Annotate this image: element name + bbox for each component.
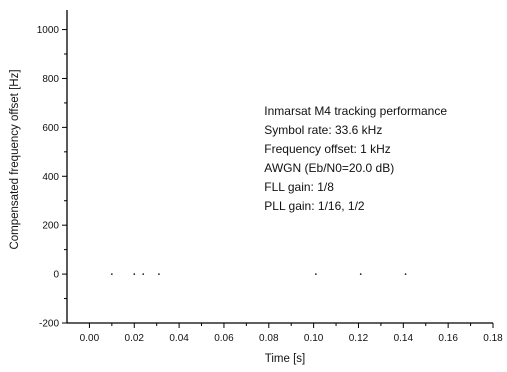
- y-tick-label: 400: [42, 172, 59, 183]
- y-tick-label: 800: [42, 74, 59, 85]
- y-tick-label: 1000: [37, 25, 60, 36]
- data-point: [142, 273, 145, 275]
- x-tick-label: 0.02: [125, 333, 145, 344]
- data-point: [404, 273, 407, 275]
- y-tick-label: 600: [42, 123, 59, 134]
- data-point: [133, 273, 136, 275]
- x-tick-label: 0.14: [394, 333, 414, 344]
- y-tick-label: 0: [53, 270, 59, 281]
- x-tick-label: 0.10: [304, 333, 324, 344]
- annotation-block: Inmarsat M4 tracking performance Symbol r…: [264, 104, 447, 213]
- x-axis-ticks: 0.00 0.02 0.04 0.06 0.08 0.10 0.12 0.14 0.16 0.18: [80, 323, 503, 344]
- y-tick-label: -200: [39, 319, 59, 330]
- annotation-line: Inmarsat M4 tracking performance: [264, 104, 447, 118]
- annotation-line: Frequency offset: 1 kHz: [264, 142, 391, 156]
- axes: [66, 10, 493, 324]
- data-point: [158, 273, 160, 275]
- annotation-line: AWGN (Eb/N0=20.0 dB): [264, 161, 394, 175]
- annotation-line: Symbol rate: 33.6 kHz: [264, 123, 382, 137]
- x-tick-label: 0.16: [438, 333, 458, 344]
- annotation-line: FLL gain: 1/8: [264, 180, 334, 194]
- x-tick-label: 0.00: [80, 333, 100, 344]
- data-point: [315, 273, 317, 275]
- y-tick-label: 200: [42, 221, 59, 232]
- data-point: [111, 273, 113, 275]
- data-points: [111, 273, 407, 275]
- x-tick-label: 0.08: [259, 333, 279, 344]
- x-tick-label: 0.12: [349, 333, 369, 344]
- y-axis-ticks: -200 0 200 400 600 800 1000: [37, 25, 67, 330]
- x-tick-label: 0.04: [169, 333, 189, 344]
- data-point: [359, 273, 362, 275]
- annotation-line: PLL gain: 1/16, 1/2: [264, 199, 365, 213]
- x-axis-label: Time [s]: [265, 353, 305, 365]
- y-axis-label: Compensated frequency offset [Hz]: [9, 69, 21, 249]
- x-tick-label: 0.18: [483, 333, 503, 344]
- x-tick-label: 0.06: [214, 333, 234, 344]
